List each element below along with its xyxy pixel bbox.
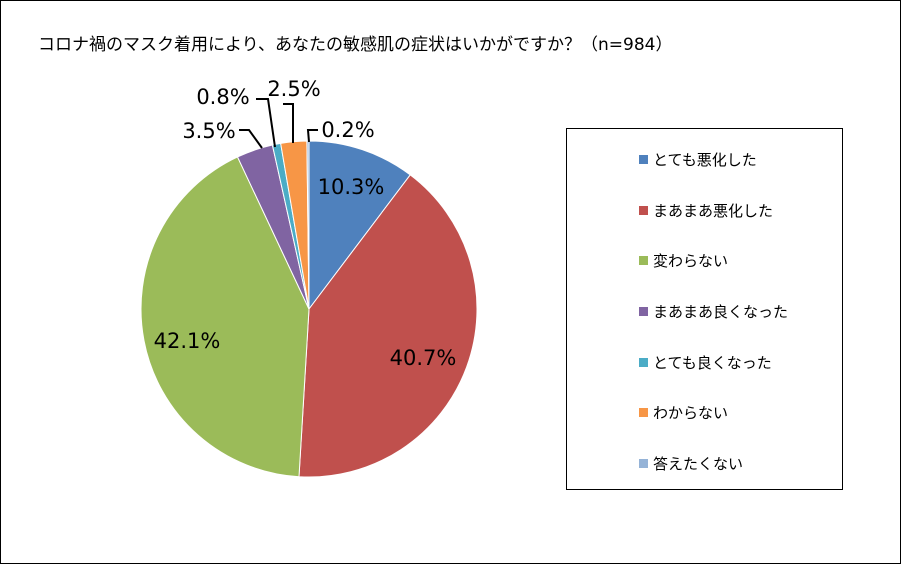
legend-swatch xyxy=(639,306,648,316)
legend-label: 変わらない xyxy=(653,251,729,270)
data-label: 0.8% xyxy=(196,85,249,109)
data-label: 2.5% xyxy=(267,77,320,101)
data-label: 42.1% xyxy=(154,329,221,353)
data-label: 3.5% xyxy=(182,119,235,143)
legend: とても悪化した まあまあ悪化した 変わらない まあまあ良くなった とても良くなっ… xyxy=(566,128,843,490)
legend-swatch xyxy=(639,458,648,468)
legend-label: まあまあ悪化した xyxy=(653,201,774,220)
legend-item: とても良くなった xyxy=(639,352,772,372)
legend-swatch xyxy=(639,255,648,265)
leader-line xyxy=(256,98,276,148)
chart-title: コロナ禍のマスク着用により、あなたの敏感肌の症状はいかがですか？（n=984） xyxy=(38,35,673,55)
legend-swatch xyxy=(639,205,648,215)
legend-item: まあまあ悪化した xyxy=(639,200,773,220)
leader-line xyxy=(239,129,263,149)
legend-item: わからない xyxy=(639,402,728,422)
legend-item: まあまあ良くなった xyxy=(639,301,788,321)
data-label: 0.2% xyxy=(321,118,374,142)
legend-label: とても良くなった xyxy=(653,353,772,372)
legend-swatch xyxy=(639,407,648,417)
legend-swatch xyxy=(639,154,648,164)
legend-label: まあまあ良くなった xyxy=(653,302,789,321)
leader-line xyxy=(283,103,294,143)
legend-label: 答えたくない xyxy=(653,454,744,473)
legend-swatch xyxy=(639,357,648,367)
pie-slice xyxy=(140,156,310,478)
legend-item: 変わらない xyxy=(639,250,728,270)
legend-item: 答えたくない xyxy=(639,453,743,473)
data-label: 10.3% xyxy=(318,175,385,199)
legend-item: とても悪化した xyxy=(639,149,757,169)
legend-label: わからない xyxy=(653,403,729,422)
data-label: 40.7% xyxy=(390,346,457,370)
pie-slice xyxy=(298,174,478,478)
legend-label: とても悪化した xyxy=(653,150,757,169)
leader-line xyxy=(306,129,318,143)
pie-slice xyxy=(308,140,411,311)
